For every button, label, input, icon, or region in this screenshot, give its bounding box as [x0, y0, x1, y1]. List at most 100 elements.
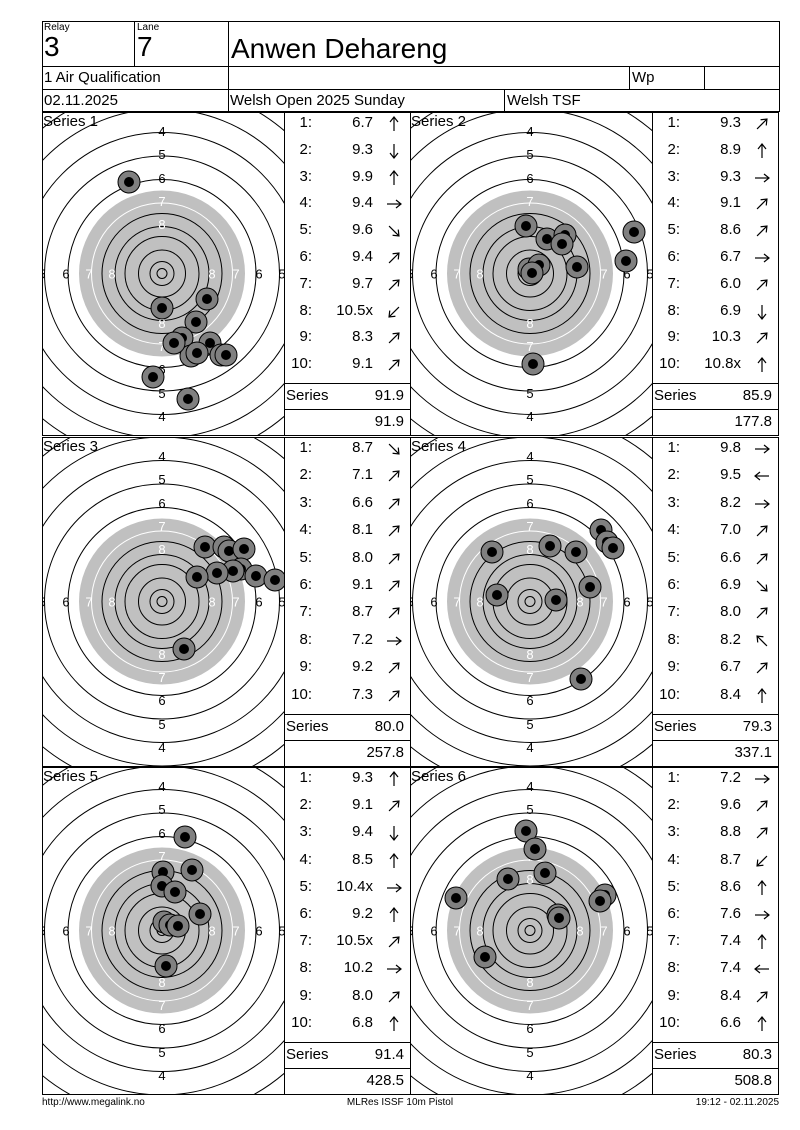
- shot-hole: [141, 365, 165, 389]
- shot-score: 8.8: [720, 823, 741, 841]
- direction-arrow-icon: [388, 225, 400, 237]
- ring-number-label: 7: [232, 924, 239, 939]
- ring-number-label: 8: [158, 542, 165, 557]
- shot-score: 7.6: [720, 905, 741, 922]
- shot-number: 4:: [667, 850, 680, 868]
- ring-number-label: 7: [85, 924, 92, 939]
- ring-5: [44, 483, 280, 720]
- shot-score: 8.1: [352, 521, 373, 539]
- shot-hole: [514, 819, 538, 843]
- center-dot: [156, 268, 168, 279]
- shot-number: 6:: [299, 576, 312, 593]
- ring-number-label: 5: [526, 1045, 533, 1060]
- inner-ring-2: [482, 554, 578, 649]
- shot-score: 6.7: [720, 658, 741, 676]
- shot-score: 9.6: [352, 221, 373, 239]
- direction-arrow-icon: [756, 225, 768, 237]
- header-table: [42, 21, 780, 112]
- shot-score: 6.9: [720, 576, 741, 593]
- target-2: 456788765456788765: [410, 112, 653, 436]
- ring-number-label: 5: [278, 595, 285, 610]
- shot-hole: [162, 331, 186, 355]
- target-3: 4 5 6 7 8 8 7 6 5 4 5 6 7 8 8 7 6 5: [42, 437, 285, 767]
- cumulative-total: 91.9: [374, 413, 404, 430]
- shot-list-frame: [652, 112, 779, 436]
- cumulative-total: 257.8: [366, 744, 404, 761]
- ring-number-label: 4: [158, 409, 165, 424]
- event-name: 1 Air Qualification: [44, 69, 161, 86]
- shot-score: 8.9: [720, 140, 741, 158]
- shot-number: 8:: [667, 630, 680, 648]
- shot-score: 6.8: [352, 1013, 373, 1031]
- shot-score: 10.3: [711, 328, 741, 346]
- ring-5: [44, 155, 280, 392]
- shot-number: 4:: [299, 521, 312, 539]
- target-1: 4 5 6 7 8 8 7 6 5 4 5 6 7 8 8 7 6 5: [42, 112, 285, 436]
- ring-number-label: 8: [526, 872, 533, 887]
- shot-score: 8.6: [720, 877, 741, 895]
- shot-hole: [485, 583, 509, 607]
- shot-hole: [521, 352, 545, 376]
- direction-arrow-icon: [389, 826, 399, 842]
- shot-score: 8.4: [720, 986, 741, 1004]
- club-name: Welsh TSF: [507, 92, 581, 109]
- ring-number-label: 5: [646, 267, 653, 282]
- shot-number: 9:: [667, 986, 680, 1004]
- shot-hole: [117, 170, 141, 194]
- direction-arrow-icon: [756, 607, 768, 619]
- footer-software: MLRes ISSF 10m Pistol: [346, 1097, 454, 1108]
- shot-number: 8:: [667, 301, 680, 319]
- shot-score: 8.3: [352, 328, 373, 346]
- ring-number-label: 5: [646, 595, 653, 610]
- shot-hole: [214, 343, 238, 367]
- class-label: Wp: [632, 69, 655, 86]
- direction-arrow-icon: [756, 580, 768, 592]
- shot-score: 9.4: [352, 194, 373, 212]
- footer-url[interactable]: http://www.megalink.no: [42, 1097, 145, 1108]
- ring-6: [410, 460, 652, 743]
- ring-number-label: 7: [158, 519, 165, 534]
- shot-hole: [244, 564, 268, 588]
- shot-score: 10.4x: [336, 877, 373, 895]
- ring-number-label: 5: [526, 147, 533, 162]
- ring-number-label: 5: [278, 267, 285, 282]
- ring-number-label: 6: [430, 924, 437, 939]
- shot-number: 5:: [299, 877, 312, 895]
- shot-score: 9.7: [352, 274, 373, 292]
- shot-number: 6:: [667, 248, 680, 265]
- ring-number-label: 7: [158, 849, 165, 864]
- aiming-black: [79, 518, 245, 685]
- shot-score: 7.2: [352, 630, 373, 648]
- shot-hole: [564, 540, 588, 564]
- shot-score: 8.0: [352, 986, 373, 1004]
- ring-6: [42, 789, 284, 1072]
- shot-number: 3:: [667, 823, 680, 841]
- shot-score: 7.4: [720, 932, 741, 950]
- direction-arrow-icon: [389, 169, 399, 185]
- shot-number: 2:: [667, 466, 680, 484]
- ring-number-label: 8: [208, 595, 215, 610]
- footer-timestamp: 19:12 - 02.11.2025: [695, 1097, 779, 1108]
- inner-ring-3: [459, 202, 601, 345]
- shot-number: 9:: [299, 328, 312, 346]
- shot-score: 8.7: [352, 439, 373, 456]
- shot-number: 4:: [667, 521, 680, 539]
- ring-number-label: 7: [600, 924, 607, 939]
- ring-number-label: 8: [576, 595, 583, 610]
- ring-number-label: 6: [62, 267, 69, 282]
- inner-ring-2: [114, 226, 210, 321]
- ring-number-label: 4: [158, 124, 165, 139]
- ring-number-label: 7: [232, 267, 239, 282]
- inner-ring-1: [506, 249, 554, 298]
- shot-list-frame: [652, 437, 779, 767]
- shot-number: 9:: [667, 328, 680, 346]
- ring-4: [67, 836, 257, 1025]
- series-label: Series 1: [43, 113, 99, 130]
- direction-arrow-icon: [756, 118, 768, 130]
- shot-score: 10.5x: [336, 301, 373, 319]
- direction-arrow-icon: [388, 800, 400, 812]
- inner-ring-3: [91, 530, 233, 673]
- direction-arrow-icon: [756, 855, 768, 867]
- shooter-name: Anwen Dehareng: [231, 33, 448, 64]
- shot-score: 9.9: [352, 167, 373, 185]
